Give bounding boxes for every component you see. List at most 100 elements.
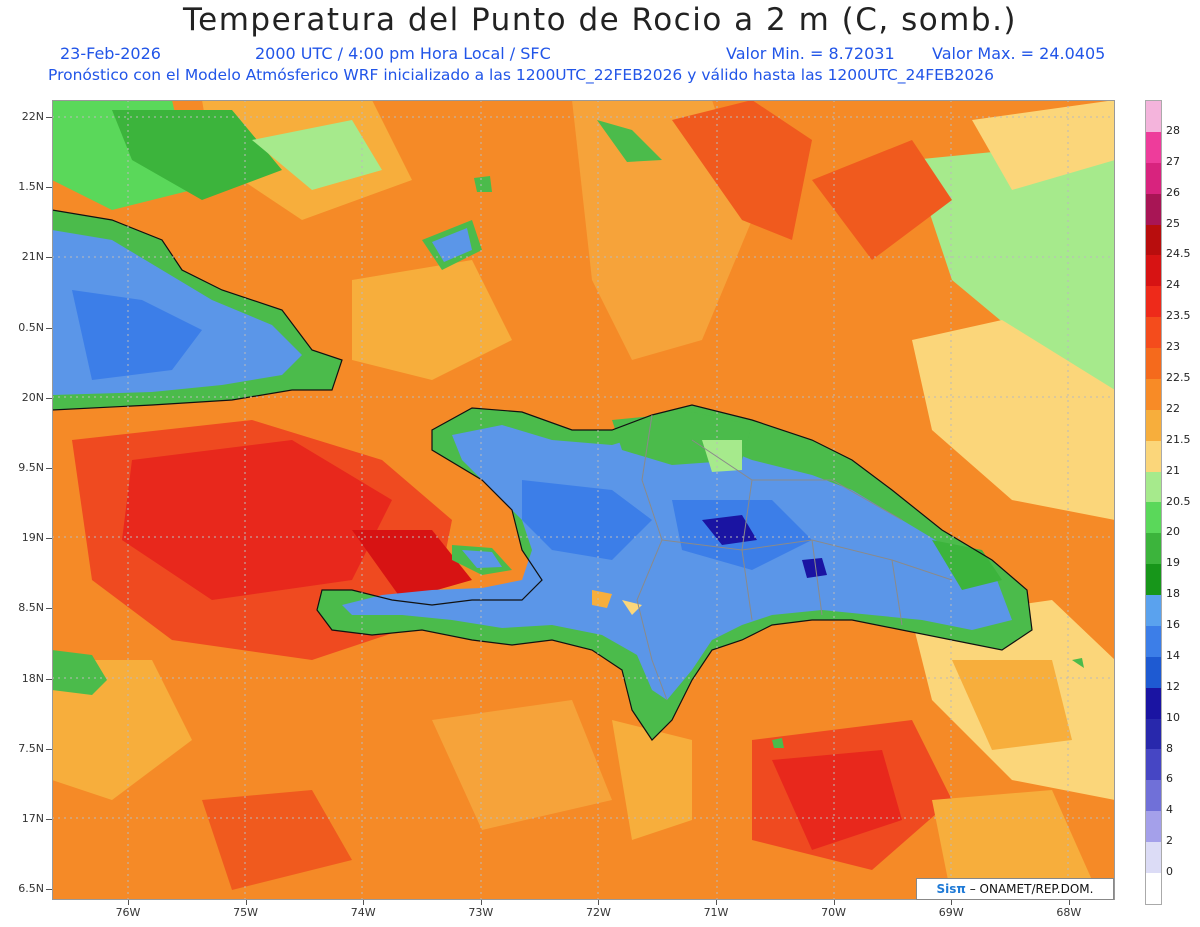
lat-label: 19N <box>21 531 44 545</box>
colorbar-label: 28 <box>1166 123 1180 137</box>
colorbar <box>1145 100 1162 905</box>
colorbar-label: 23 <box>1166 340 1180 354</box>
credit-brand: Sisπ <box>936 882 966 896</box>
colorbar-label: 20.5 <box>1166 494 1191 508</box>
lon-label: 75W <box>233 906 259 919</box>
min-value: Valor Min. = 8.72031 <box>726 44 895 63</box>
colorbar-segment <box>1146 811 1161 842</box>
colorbar-segment <box>1146 718 1161 750</box>
lon-tick <box>951 900 953 905</box>
colorbar-label: 21 <box>1166 463 1180 477</box>
colorbar-label: 14 <box>1166 648 1180 662</box>
lon-tick <box>1068 900 1070 905</box>
lon-tick <box>716 900 717 905</box>
colorbar-segment <box>1146 255 1161 287</box>
colorbar-label: 10 <box>1166 710 1180 724</box>
lon-tick <box>833 900 835 905</box>
colorbar-label: 27 <box>1166 154 1180 168</box>
colorbar-label: 24 <box>1166 278 1180 292</box>
lat-tick <box>46 538 52 540</box>
colorbar-label: 22.5 <box>1166 370 1191 384</box>
lon-label: 70W <box>821 906 847 919</box>
colorbar-label: 26 <box>1166 185 1180 199</box>
lat-label: 22N <box>21 110 44 123</box>
colorbar-label: 12 <box>1166 679 1180 693</box>
credit-box: Sisπ – ONAMET/REP.DOM. <box>916 878 1114 900</box>
forecast-date: 23-Feb-2026 <box>60 44 161 63</box>
colorbar-segment <box>1146 286 1161 318</box>
colorbar-label: 25 <box>1166 216 1180 230</box>
colorbar-label: 22 <box>1166 401 1180 415</box>
colorbar-label: 18 <box>1166 587 1180 601</box>
lat-tick <box>46 748 52 750</box>
colorbar-segment <box>1146 872 1161 904</box>
colorbar-segment <box>1146 595 1161 626</box>
colorbar-label: 23.5 <box>1166 309 1191 323</box>
colorbar-label: 21.5 <box>1166 432 1191 446</box>
lat-label: 6.5N <box>18 882 44 896</box>
colorbar-segment <box>1146 749 1161 781</box>
lon-label: 73W <box>468 906 494 919</box>
lon-label: 72W <box>585 906 611 919</box>
lon-label: 76W <box>115 906 141 919</box>
colorbar-segment <box>1146 625 1161 657</box>
colorbar-label: 0 <box>1166 865 1173 879</box>
colorbar-segment <box>1146 378 1161 410</box>
lat-label: 21N <box>21 250 44 264</box>
colorbar-segment <box>1146 409 1161 441</box>
lat-label: 1.5N <box>18 180 44 194</box>
colorbar-label: 2 <box>1166 834 1173 848</box>
colorbar-segment <box>1146 780 1161 812</box>
colorbar-segment <box>1146 162 1161 194</box>
colorbar-segment <box>1146 502 1161 534</box>
lat-tick <box>46 327 52 329</box>
forecast-time: 2000 UTC / 4:00 pm Hora Local / SFC <box>255 44 551 63</box>
dewpoint-map <box>52 100 1115 900</box>
lat-label: 0.5N <box>18 320 44 334</box>
lon-label: 74W <box>350 906 376 919</box>
colorbar-segment <box>1146 564 1161 595</box>
lon-tick <box>363 900 365 905</box>
ne-green-region <box>912 140 1115 400</box>
colorbar-label: 24.5 <box>1166 247 1191 261</box>
lat-label: 20N <box>21 390 44 404</box>
jamaica-tip <box>52 650 107 695</box>
lat-tick <box>46 678 52 680</box>
lon-tick <box>128 900 129 905</box>
lat-label: 7.5N <box>18 741 44 755</box>
lat-label: 17N <box>21 812 44 825</box>
lat-tick <box>46 889 52 891</box>
lat-tick <box>46 117 52 118</box>
lon-label: 69W <box>938 906 964 919</box>
colorbar-label: 4 <box>1166 803 1173 817</box>
lon-tick <box>480 900 482 905</box>
hispaniola-interior <box>342 425 1012 700</box>
colorbar-label: 20 <box>1166 525 1180 539</box>
lat-tick <box>46 819 52 820</box>
colorbar-segment <box>1146 131 1161 163</box>
colorbar-segment <box>1146 440 1161 472</box>
colorbar-label: 8 <box>1166 741 1173 755</box>
colorbar-segment <box>1146 224 1161 256</box>
colorbar-label: 19 <box>1166 556 1180 570</box>
lat-tick <box>46 608 52 610</box>
colorbar-segment <box>1146 687 1161 719</box>
lat-tick <box>46 187 52 189</box>
colorbar-segment <box>1146 656 1161 688</box>
lat-tick <box>46 468 52 469</box>
colorbar-label: 6 <box>1166 772 1173 786</box>
colorbar-segment <box>1146 317 1161 348</box>
map-title: Temperatura del Punto de Rocio a 2 m (C,… <box>182 2 1018 38</box>
model-init-line: Pronóstico con el Modelo Atmósferico WRF… <box>48 66 994 84</box>
credit-text: – ONAMET/REP.DOM. <box>965 882 1094 896</box>
lon-tick <box>598 900 600 905</box>
lon-label: 68W <box>1056 906 1082 919</box>
colorbar-segment <box>1146 101 1161 132</box>
lat-label: 8.5N <box>18 601 44 615</box>
lat-tick <box>46 397 52 399</box>
colorbar-label: 16 <box>1166 618 1180 632</box>
lat-label: 9.5N <box>18 461 44 474</box>
colorbar-segment <box>1146 348 1161 379</box>
lat-tick <box>46 257 52 259</box>
lat-label: 18N <box>21 671 44 685</box>
